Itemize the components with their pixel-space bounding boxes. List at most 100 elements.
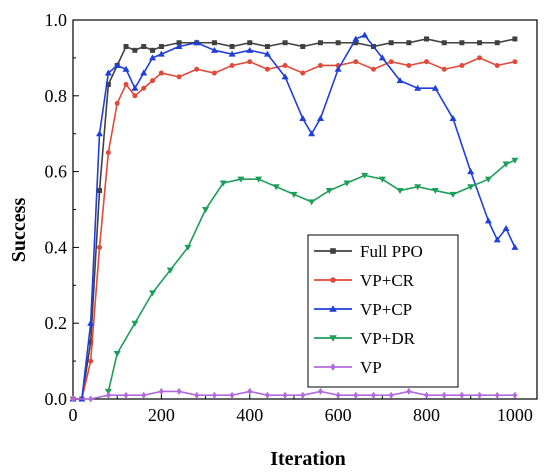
series-line-vp-cp [73, 34, 516, 400]
data-point [157, 50, 165, 57]
data-point [299, 115, 307, 122]
data-point [370, 66, 376, 72]
legend-label: VP+CR [360, 271, 415, 290]
legend-marker [329, 335, 337, 342]
x-tick-label: 1000 [497, 405, 533, 425]
data-point [176, 40, 182, 46]
data-point [141, 391, 147, 399]
data-point [335, 40, 341, 46]
x-tick-label: 0 [69, 405, 78, 425]
data-point [122, 65, 130, 72]
data-point [105, 150, 111, 156]
y-tick-label: 0.4 [45, 237, 68, 257]
data-point [449, 191, 457, 198]
data-point [158, 44, 164, 50]
data-point [132, 93, 138, 99]
data-point [132, 47, 138, 53]
data-point [105, 391, 111, 399]
plot-frame [72, 19, 538, 400]
data-point [388, 59, 394, 65]
data-point [424, 36, 430, 42]
data-point [176, 74, 182, 80]
tick-labels-layer: 0 200 400 600 800 1000 0.0 0.2 0.4 0.6 0.8 1.0 [45, 10, 533, 425]
data-point [343, 180, 351, 187]
data-point [149, 54, 157, 61]
legend-label: VP [360, 358, 382, 377]
data-point [353, 59, 359, 65]
data-point [272, 184, 280, 191]
data-point [459, 40, 465, 46]
data-point [229, 391, 235, 399]
series-vp-dr [104, 157, 519, 395]
data-point [219, 180, 227, 187]
data-point [166, 267, 174, 274]
data-point [97, 244, 103, 250]
data-point [202, 207, 210, 213]
data-point [441, 40, 447, 46]
data-point [247, 59, 253, 65]
data-point [96, 130, 104, 137]
data-point [176, 387, 182, 395]
data-point [396, 77, 404, 84]
data-point [511, 243, 519, 250]
data-point [494, 40, 500, 46]
data-point [361, 172, 369, 179]
y-tick-label: 0.6 [45, 162, 68, 182]
data-point [247, 40, 253, 46]
data-point [424, 391, 430, 399]
data-point [210, 46, 218, 53]
data-point [431, 84, 439, 91]
data-point [300, 391, 306, 399]
data-point [467, 184, 475, 191]
data-point [237, 176, 245, 183]
data-point [141, 85, 147, 91]
data-point [104, 69, 112, 76]
data-point [123, 44, 129, 50]
series-vp [70, 387, 518, 403]
x-tick-label: 400 [236, 405, 263, 425]
x-tick-label: 600 [325, 405, 352, 425]
data-point [113, 351, 121, 358]
legend-entry: VP+CR [314, 271, 415, 290]
data-point [308, 130, 316, 137]
data-point [141, 44, 147, 50]
data-point [263, 50, 271, 57]
x-tick-label: 200 [148, 405, 175, 425]
data-point [493, 236, 501, 243]
data-point [300, 70, 306, 76]
data-point [149, 290, 157, 297]
data-point [396, 188, 404, 195]
data-point [300, 44, 306, 50]
data-point [255, 176, 263, 183]
data-point [335, 391, 341, 399]
legend-entry: VP+CP [314, 300, 412, 319]
data-point [211, 391, 217, 399]
data-point [282, 391, 288, 399]
y-axis-title: Success [8, 198, 30, 263]
series-layer [69, 31, 519, 403]
axes-layer [72, 19, 538, 400]
data-point [378, 54, 386, 61]
data-point [494, 62, 500, 68]
data-point [414, 184, 422, 191]
legend-entry: VP+DR [314, 329, 416, 348]
data-point [477, 40, 483, 46]
legend-entry: VP [314, 358, 382, 377]
data-point [334, 65, 342, 72]
data-point [70, 395, 76, 403]
legend-marker [330, 277, 336, 283]
data-point [88, 395, 94, 403]
data-point [282, 40, 288, 46]
data-point [150, 47, 156, 53]
data-point [441, 66, 447, 72]
data-point [467, 168, 475, 175]
data-point [158, 70, 164, 76]
data-point [316, 115, 324, 122]
data-point [325, 188, 333, 195]
data-point [353, 40, 359, 46]
data-point [317, 40, 323, 46]
data-point [131, 84, 139, 91]
data-point [123, 81, 129, 87]
data-point [281, 73, 289, 80]
